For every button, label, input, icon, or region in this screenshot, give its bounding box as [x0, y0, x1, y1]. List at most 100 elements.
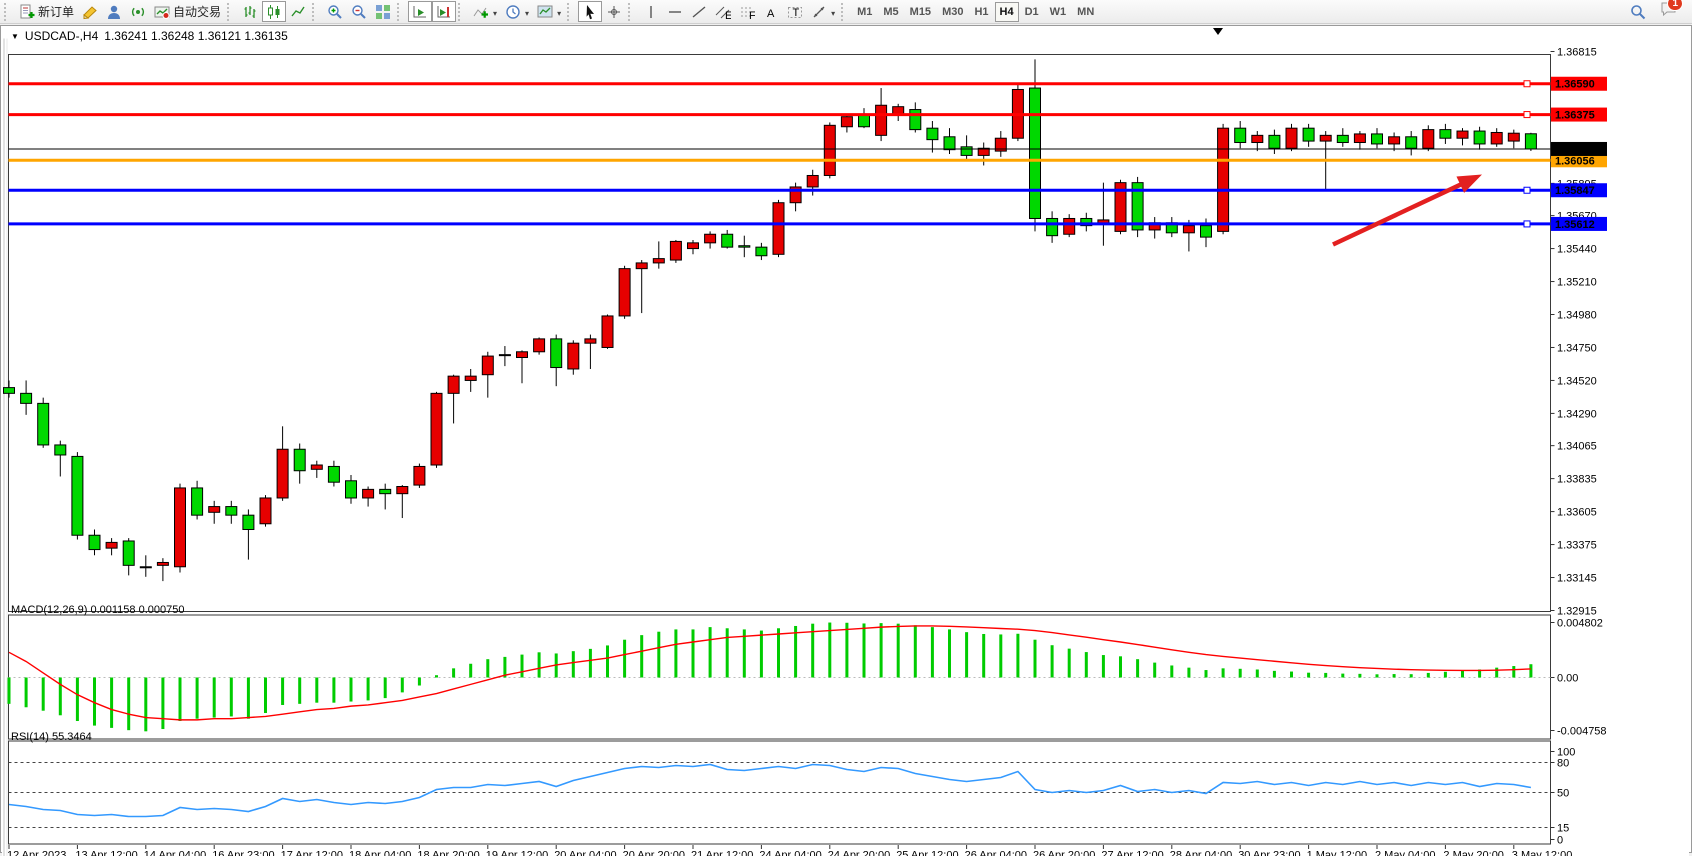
- candle-body: [1388, 136, 1401, 145]
- candle-body: [1371, 133, 1383, 145]
- candle-body: [1251, 134, 1264, 144]
- mql-community-button[interactable]: [102, 1, 126, 22]
- indicators-button[interactable]: [469, 1, 501, 22]
- search-button[interactable]: [1626, 1, 1650, 22]
- toolbar-grip[interactable]: [458, 2, 465, 21]
- toolbar-grip[interactable]: [397, 2, 404, 21]
- cursor-button[interactable]: [578, 1, 603, 22]
- crosshair-button[interactable]: [602, 1, 626, 22]
- macd-histogram-bar: [1084, 652, 1088, 678]
- vertical-line-tool-button[interactable]: [639, 1, 663, 22]
- macd-histogram-bar: [811, 623, 815, 678]
- macd-histogram-bar: [1033, 639, 1037, 678]
- chat-button[interactable]: 1: [1660, 0, 1683, 22]
- text-tool-button[interactable]: A: [759, 1, 783, 22]
- macd-histogram-bar: [1119, 656, 1122, 678]
- macd-histogram-bar: [845, 622, 849, 678]
- time-axis-label: 26 Apr 04:00: [965, 850, 1027, 856]
- candle-body: [704, 233, 717, 244]
- periods-dropdown-caret[interactable]: [524, 5, 529, 19]
- price-tag: [1551, 183, 1607, 198]
- rsi-axis-tick: 50: [1557, 788, 1569, 800]
- text-label-tool-button[interactable]: T: [783, 1, 807, 22]
- svg-text:A: A: [767, 8, 775, 20]
- macd-histogram-bar: [1255, 669, 1259, 678]
- chart-collapse-triangle[interactable]: ▼: [11, 31, 19, 41]
- channel-tool-button[interactable]: E: [711, 1, 735, 22]
- periods-button[interactable]: [501, 1, 533, 22]
- rsi-axis-tick: 15: [1557, 823, 1569, 835]
- arrows-dropdown-caret[interactable]: [830, 5, 835, 19]
- metaeditor-button[interactable]: [78, 1, 102, 22]
- candle-body: [1302, 127, 1315, 142]
- macd-label: MACD(12,26,9) 0.001158 0.000750: [11, 604, 185, 616]
- horizontal-line-tool-button[interactable]: [663, 1, 687, 22]
- chart-canvas[interactable]: 1.368151.365851.363551.361251.358951.356…: [1, 26, 1692, 856]
- macd-histogram-bar: [1375, 674, 1379, 678]
- timeframe-button-W1[interactable]: W1: [1045, 2, 1072, 22]
- macd-histogram-bar: [794, 625, 798, 678]
- timeframe-button-H1[interactable]: H1: [969, 2, 993, 22]
- timeframe-button-M5[interactable]: M5: [878, 2, 903, 22]
- macd-histogram-bar: [1426, 672, 1430, 678]
- autotrading-button[interactable]: 自动交易: [150, 1, 225, 22]
- timeframe-button-M15[interactable]: M15: [905, 2, 936, 22]
- candle-body: [926, 127, 939, 141]
- tile-windows-button[interactable]: [371, 1, 395, 22]
- time-axis-label: 19 Apr 12:00: [486, 850, 548, 856]
- candle-body: [156, 561, 169, 566]
- timeframe-button-MN[interactable]: MN: [1072, 2, 1099, 22]
- price-axis-tick: 1.34750: [1557, 342, 1597, 354]
- fibonacci-icon: F: [739, 4, 756, 22]
- zoom-out-button[interactable]: [347, 1, 371, 22]
- macd-histogram-bar: [828, 622, 832, 678]
- candle-body: [789, 186, 802, 204]
- candle-body: [54, 444, 67, 456]
- toolbar-grip[interactable]: [4, 2, 11, 21]
- candle-body: [1473, 130, 1486, 145]
- toolbar-grip[interactable]: [312, 2, 319, 21]
- toolbar-grip[interactable]: [567, 2, 574, 21]
- templates-button[interactable]: [533, 1, 565, 22]
- macd-histogram-bar: [742, 629, 746, 678]
- templates-icon: [537, 4, 553, 20]
- metaeditor-crayon-icon: [82, 4, 98, 20]
- toolbar-grip[interactable]: [841, 2, 848, 21]
- timeframe-button-M30[interactable]: M30: [937, 2, 968, 22]
- timeframe-button-D1[interactable]: D1: [1020, 2, 1044, 22]
- rsi-axis-tick: 80: [1557, 758, 1569, 770]
- chart-shift-button[interactable]: [432, 1, 457, 22]
- candle-body: [464, 375, 477, 381]
- zoom-in-button[interactable]: [323, 1, 347, 22]
- timeframe-button-H4[interactable]: H4: [994, 1, 1019, 22]
- templates-dropdown-caret[interactable]: [556, 5, 561, 19]
- price-tag-text: 1.36375: [1555, 110, 1595, 122]
- time-axis-label: 24 Apr 20:00: [828, 850, 890, 856]
- fibonacci-tool-button[interactable]: F: [735, 1, 759, 22]
- macd-histogram-bar: [349, 677, 353, 702]
- macd-histogram-bar: [520, 654, 524, 678]
- indicators-dropdown-caret[interactable]: [492, 5, 497, 19]
- candle-body: [823, 124, 836, 176]
- periods-clock-icon: [505, 4, 521, 20]
- bar-chart-button[interactable]: [238, 1, 262, 22]
- candle-body: [191, 487, 204, 516]
- candle-body: [71, 455, 84, 536]
- macd-histogram-bar: [948, 629, 951, 678]
- price-axis-tick: 1.33605: [1557, 507, 1597, 519]
- candle-body: [174, 487, 186, 568]
- arrows-tool-button[interactable]: [807, 1, 839, 22]
- auto-scroll-button[interactable]: [408, 1, 433, 22]
- line-chart-button[interactable]: [286, 1, 310, 22]
- new-order-button[interactable]: 新订单: [15, 1, 78, 22]
- candlestick-chart-button[interactable]: [262, 1, 287, 22]
- trendline-tool-button[interactable]: [687, 1, 711, 22]
- trend-arrow-head: [1456, 174, 1482, 193]
- signals-button[interactable]: [126, 1, 150, 22]
- price-tag: [1551, 76, 1607, 91]
- chart-window[interactable]: ▼ USDCAD-,H4 1.36241 1.36248 1.36121 1.3…: [0, 25, 1692, 856]
- candle-body: [977, 147, 990, 156]
- toolbar-grip[interactable]: [628, 2, 635, 21]
- timeframe-button-M1[interactable]: M1: [852, 2, 877, 22]
- candle-body: [225, 506, 238, 516]
